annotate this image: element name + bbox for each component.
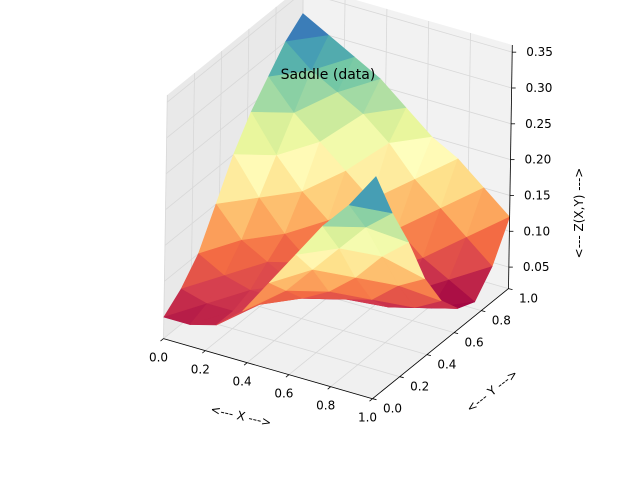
y-axis-label: <--- Y ---> — [464, 367, 521, 416]
x-tick-label: 1.0 — [358, 411, 377, 425]
y-tick-label: 0.8 — [492, 314, 511, 328]
y-tick-mark — [508, 288, 513, 290]
y-tick-label: 0.2 — [410, 380, 429, 394]
x-tick-label: 0.8 — [316, 399, 335, 413]
y-tick-mark — [372, 398, 377, 401]
z-tick-label: 0.20 — [525, 153, 552, 167]
z-tick-label: 0.30 — [526, 81, 553, 95]
z-tick-label: 0.15 — [524, 188, 551, 202]
gridline-y-left — [163, 94, 168, 339]
gridline-z-back — [302, 27, 512, 89]
y-tick-mark — [399, 376, 404, 379]
y-tick-mark — [454, 332, 459, 335]
x-tick-label: 0.0 — [149, 351, 168, 365]
y-tick-label: 1.0 — [519, 292, 538, 306]
surface-plot — [163, 13, 510, 326]
tick-labels: 0.0 0.2 0.4 0.6 0.8 1.0 0.0 0.2 0.4 0.6 0.8 1.0 0.05… — [149, 45, 553, 425]
z-tick-label: 0.10 — [523, 224, 550, 238]
gridline-y-floor — [190, 316, 400, 378]
y-tick-label: 0.0 — [383, 402, 402, 416]
x-tick-mark — [160, 338, 164, 342]
z-axis-label: <--- Z(X,Y) ---> — [572, 168, 586, 259]
y-tick-mark — [426, 354, 431, 357]
gridline-z-back — [329, 0, 513, 53]
y-axis-line — [372, 288, 509, 400]
x-tick-mark — [202, 350, 206, 354]
x-tick-label: 0.4 — [233, 375, 252, 389]
y-tick-label: 0.4 — [437, 358, 456, 372]
x-tick-label: 0.6 — [274, 387, 293, 401]
z-tick-label: 0.25 — [525, 117, 552, 131]
y-tick-mark — [481, 310, 486, 313]
x-tick-label: 0.2 — [191, 363, 210, 377]
gridline-z-left — [166, 27, 303, 139]
x-tick-mark — [243, 362, 248, 366]
chart-title: Saddle (data) — [281, 67, 376, 83]
gridline-z-left — [166, 0, 295, 103]
x-axis-line — [163, 338, 373, 400]
x-tick-mark — [327, 386, 331, 390]
y-tick-label: 0.6 — [465, 336, 484, 350]
z-tick-label: 0.35 — [526, 45, 553, 59]
x-tick-mark — [285, 374, 290, 378]
surface-facet — [348, 176, 393, 214]
x-axis-label: <--- X ---> — [209, 402, 273, 430]
axis-lines — [163, 44, 513, 400]
z-axis-line — [508, 44, 513, 289]
z-tick-label: 0.05 — [523, 260, 550, 274]
x-tick-mark — [369, 398, 373, 402]
